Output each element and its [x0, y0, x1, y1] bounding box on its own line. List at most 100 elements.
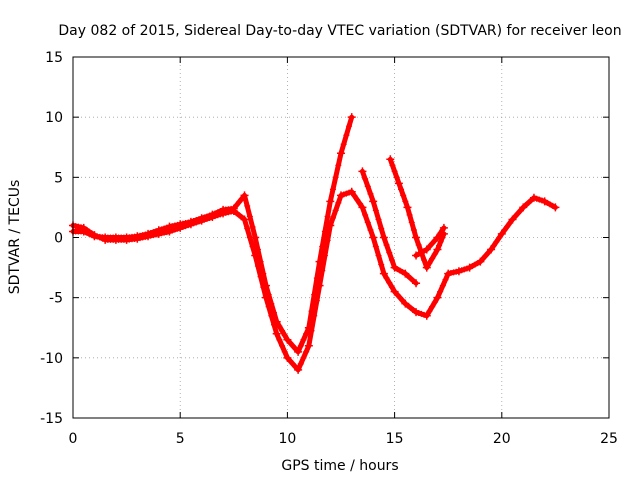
data-point-fill [512, 213, 519, 220]
data-point [551, 203, 560, 212]
data-point-fill [271, 309, 277, 316]
data-point-fill [437, 238, 444, 245]
y-tick-label: 0 [54, 231, 63, 247]
data-point-fill [139, 232, 146, 239]
data-point-fill [279, 327, 286, 334]
data-point-fill [501, 227, 508, 234]
data-point-fill [364, 183, 371, 190]
data-point-fill [254, 246, 261, 253]
data-point-fill [246, 213, 253, 220]
data-point-fill [418, 310, 425, 317]
data-point-fill [458, 267, 465, 274]
data-point-fill [332, 174, 339, 181]
data-point-fill [386, 249, 393, 256]
data-point-fill [335, 162, 342, 169]
data-point [422, 311, 431, 320]
y-tick-label: -15 [40, 411, 63, 427]
data-point-fill [378, 225, 385, 232]
data-point-fill [396, 294, 403, 301]
data-point-fill [72, 223, 79, 230]
data-point-fill [300, 354, 307, 361]
data-point-fill [362, 211, 369, 218]
y-tick-label: 5 [54, 170, 63, 186]
data-point-fill [514, 210, 521, 217]
data-point-fill [193, 217, 200, 224]
data-point-fill [426, 308, 433, 315]
data-point-fill [383, 275, 390, 282]
data-point-fill [233, 202, 240, 209]
data-point-fill [533, 195, 540, 202]
data-point-fill [257, 258, 264, 265]
data-point [403, 203, 412, 212]
y-axis-label: SDTVAR / TECUs [7, 180, 23, 295]
data-point-fill [372, 207, 379, 214]
series-track-3 [358, 167, 421, 288]
data-point-fill [410, 226, 417, 233]
data-point-fill [378, 261, 385, 268]
x-tick-label: 0 [69, 431, 78, 447]
data-point-fill [212, 210, 219, 217]
data-point-fill [393, 174, 400, 181]
data-point [304, 323, 313, 332]
data-point [379, 269, 388, 278]
data-point [433, 293, 442, 302]
data-point [272, 329, 281, 338]
data-point-fill [437, 288, 444, 295]
data-point-fill [406, 211, 413, 218]
plot-data [69, 113, 560, 374]
series-band [387, 156, 447, 271]
data-point-fill [137, 232, 143, 239]
data-point [422, 263, 431, 272]
data-point-fill [161, 225, 168, 232]
data-point-fill [426, 243, 433, 250]
data-point [261, 281, 270, 290]
data-point [337, 149, 345, 158]
data-point-fill [260, 270, 267, 277]
data-point-fill [276, 336, 283, 343]
data-point-fill [303, 330, 310, 337]
data-point-fill [287, 357, 294, 364]
data-point-fill [319, 243, 326, 250]
series-band [70, 114, 355, 355]
data-point-fill [329, 186, 336, 193]
data-point [439, 223, 448, 232]
data-point [497, 229, 506, 238]
data-point-fill [249, 243, 256, 250]
data-point-fill [281, 348, 288, 355]
data-point-fill [311, 291, 318, 298]
data-point-fill [308, 308, 315, 315]
x-tick-label: 20 [493, 431, 511, 447]
data-point-fill [214, 209, 221, 216]
data-point [272, 317, 281, 326]
data-point-fill [375, 216, 382, 223]
series-track-5 [412, 223, 448, 260]
data-point-fill [394, 291, 401, 298]
grid [73, 57, 609, 418]
data-point [229, 204, 238, 213]
data-point-fill [439, 282, 446, 289]
data-point-fill [343, 190, 350, 197]
series-track-2 [69, 113, 356, 356]
data-point-fill [335, 199, 342, 206]
data-point [412, 233, 421, 242]
tick-labels: 0 5 10 15 20 25 -15 -10 -5 0 5 10 15 [40, 50, 618, 447]
data-point [369, 233, 378, 242]
data-point-fill [86, 230, 93, 237]
data-point-fill [201, 214, 208, 221]
data-point-fill [408, 219, 415, 226]
data-point-fill [321, 228, 328, 235]
data-point-fill [343, 132, 350, 139]
data-point-fill [364, 219, 371, 226]
data-point-fill [389, 162, 396, 169]
data-point-fill [265, 291, 272, 298]
data-point-fill [340, 191, 347, 198]
data-point-fill [431, 299, 438, 306]
data-point-fill [429, 255, 436, 262]
data-point-fill [244, 225, 251, 232]
data-point-fill [367, 226, 374, 233]
data-point-fill [415, 242, 422, 249]
data-point [326, 197, 335, 206]
data-point-fill [289, 342, 296, 349]
data-point [358, 203, 367, 212]
